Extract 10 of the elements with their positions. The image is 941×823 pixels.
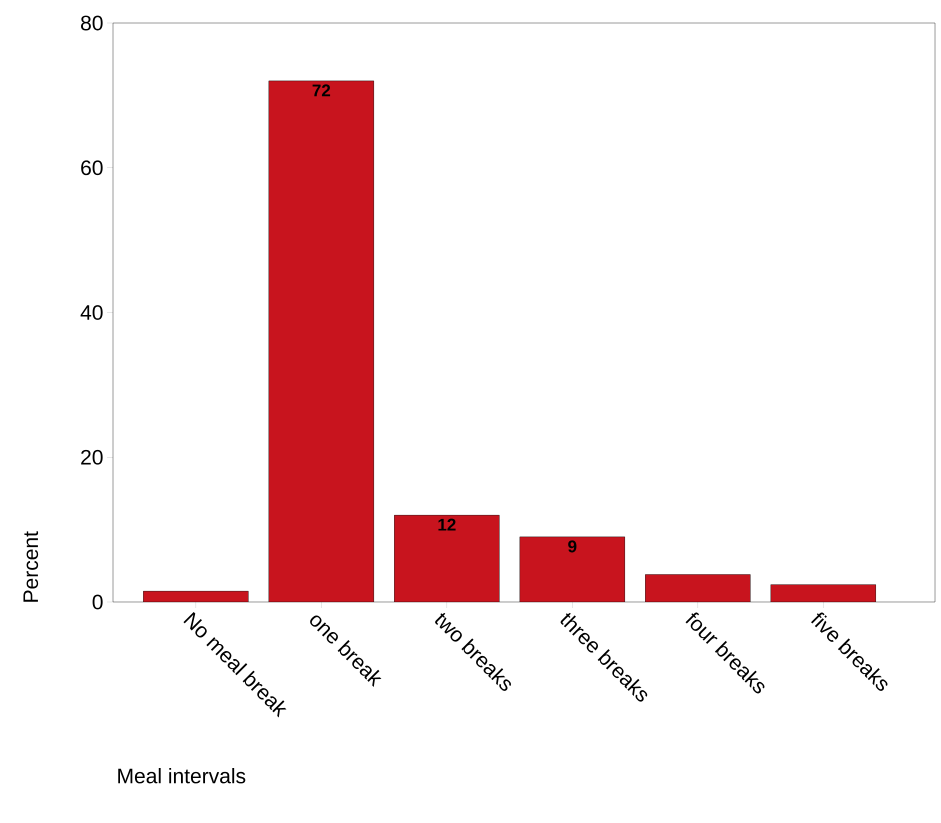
y-tick-label: 20 — [81, 450, 103, 465]
y-tick-label: 80 — [81, 16, 103, 30]
x-axis-title: Meal intervals — [118, 768, 246, 784]
y-tick-label: 0 — [92, 594, 103, 610]
data-label: 9 — [568, 540, 576, 552]
data-label: 72 — [312, 84, 330, 96]
y-tick-label: 40 — [80, 305, 103, 320]
y-tick-label: 60 — [81, 160, 103, 176]
y-axis-title: Percent — [23, 531, 38, 602]
data-label: 12 — [438, 518, 456, 531]
